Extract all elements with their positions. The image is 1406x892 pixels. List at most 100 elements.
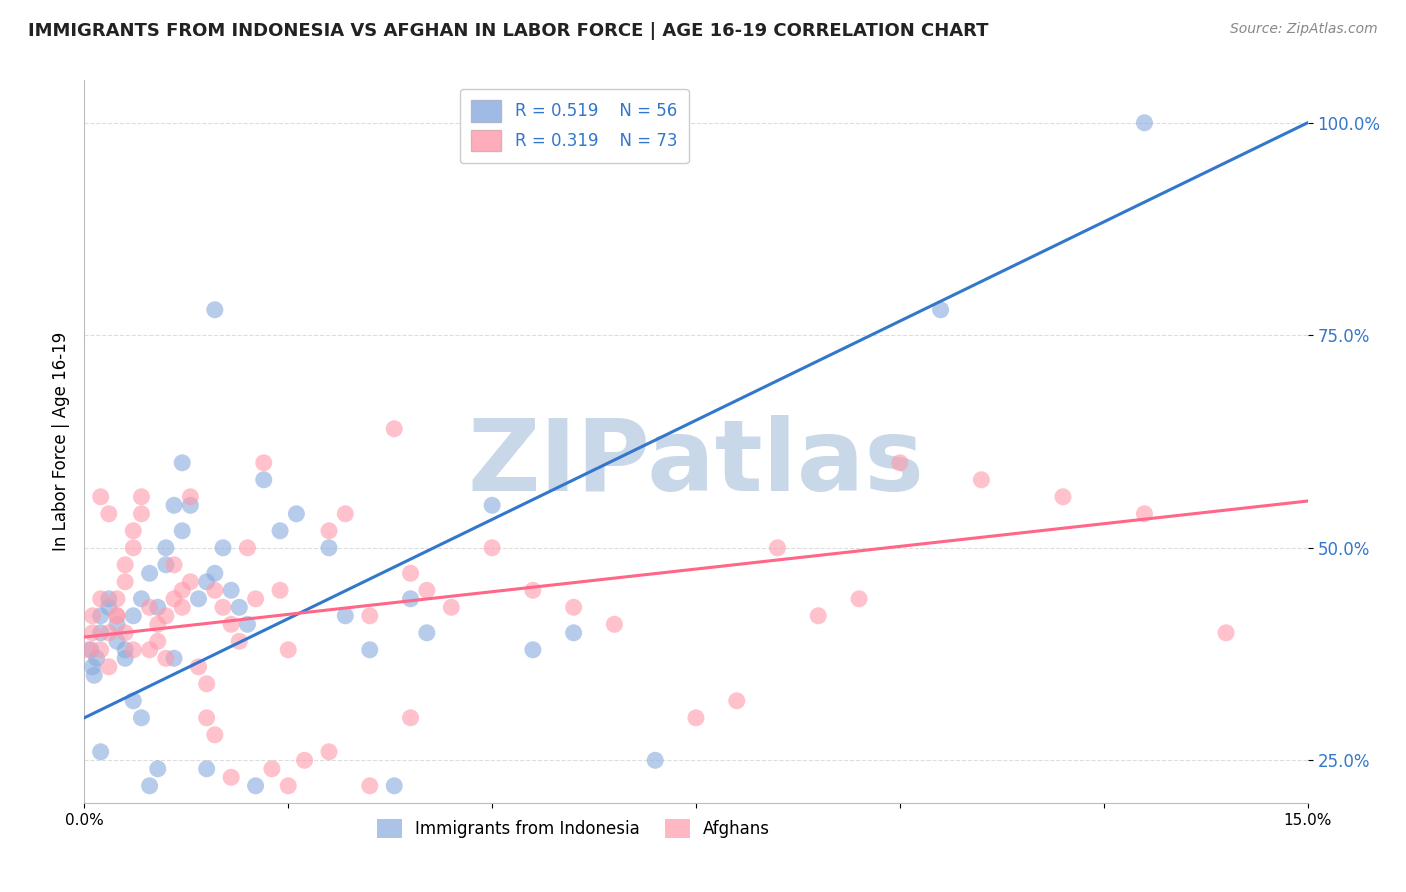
Point	[122, 694, 145, 708]
Point	[138, 600, 160, 615]
Point	[204, 302, 226, 317]
Point	[90, 591, 112, 606]
Point	[179, 490, 201, 504]
Point	[277, 779, 299, 793]
Point	[80, 642, 103, 657]
Point	[522, 583, 544, 598]
Point	[105, 608, 128, 623]
Legend: Immigrants from Indonesia, Afghans: Immigrants from Indonesia, Afghans	[370, 813, 778, 845]
Point	[359, 779, 381, 793]
Point	[172, 456, 194, 470]
Point	[131, 490, 153, 504]
Point	[399, 711, 422, 725]
Point	[172, 600, 194, 615]
Point	[187, 591, 209, 606]
Point	[212, 541, 235, 555]
Point	[219, 770, 242, 784]
Point	[562, 600, 585, 615]
Point	[1133, 116, 1156, 130]
Point	[163, 651, 186, 665]
Point	[416, 583, 439, 598]
Point	[114, 651, 136, 665]
Point	[359, 642, 381, 657]
Point	[318, 745, 340, 759]
Point	[228, 634, 250, 648]
Point	[155, 558, 177, 572]
Point	[163, 591, 186, 606]
Point	[163, 558, 186, 572]
Point	[172, 524, 194, 538]
Point	[82, 625, 104, 640]
Point	[83, 668, 105, 682]
Point	[685, 711, 707, 725]
Point	[236, 617, 259, 632]
Point	[294, 753, 316, 767]
Point	[228, 600, 250, 615]
Point	[122, 541, 145, 555]
Point	[269, 524, 291, 538]
Point	[187, 660, 209, 674]
Point	[114, 558, 136, 572]
Point	[90, 625, 112, 640]
Point	[970, 473, 993, 487]
Point	[562, 625, 585, 640]
Point	[105, 634, 128, 648]
Point	[848, 591, 870, 606]
Point	[245, 779, 267, 793]
Point	[335, 608, 357, 623]
Point	[146, 634, 169, 648]
Point	[1133, 507, 1156, 521]
Point	[155, 608, 177, 623]
Point	[766, 838, 789, 853]
Point	[195, 762, 218, 776]
Point	[131, 507, 153, 521]
Point	[382, 779, 405, 793]
Point	[97, 507, 120, 521]
Point	[522, 642, 544, 657]
Point	[889, 456, 911, 470]
Point	[219, 617, 242, 632]
Text: ZIPatlas: ZIPatlas	[468, 415, 924, 512]
Point	[399, 566, 422, 581]
Point	[155, 541, 177, 555]
Point	[1052, 490, 1074, 504]
Point	[97, 591, 120, 606]
Point	[122, 642, 145, 657]
Point	[1215, 625, 1237, 640]
Point	[114, 625, 136, 640]
Point	[481, 541, 503, 555]
Point	[90, 608, 112, 623]
Point	[82, 608, 104, 623]
Point	[97, 625, 120, 640]
Point	[440, 600, 463, 615]
Point	[603, 617, 626, 632]
Point	[204, 728, 226, 742]
Point	[138, 779, 160, 793]
Text: Source: ZipAtlas.com: Source: ZipAtlas.com	[1230, 22, 1378, 37]
Point	[236, 541, 259, 555]
Point	[725, 694, 748, 708]
Point	[253, 473, 276, 487]
Point	[131, 711, 153, 725]
Point	[359, 608, 381, 623]
Point	[335, 507, 357, 521]
Point	[212, 600, 235, 615]
Point	[277, 642, 299, 657]
Point	[416, 625, 439, 640]
Point	[204, 566, 226, 581]
Point	[163, 498, 186, 512]
Point	[90, 490, 112, 504]
Point	[90, 745, 112, 759]
Point	[122, 608, 145, 623]
Point	[204, 583, 226, 598]
Point	[195, 711, 218, 725]
Point	[318, 541, 340, 555]
Point	[138, 642, 160, 657]
Point	[644, 753, 666, 767]
Point	[105, 608, 128, 623]
Point	[399, 591, 422, 606]
Point	[97, 660, 120, 674]
Point	[131, 591, 153, 606]
Point	[122, 524, 145, 538]
Point	[90, 642, 112, 657]
